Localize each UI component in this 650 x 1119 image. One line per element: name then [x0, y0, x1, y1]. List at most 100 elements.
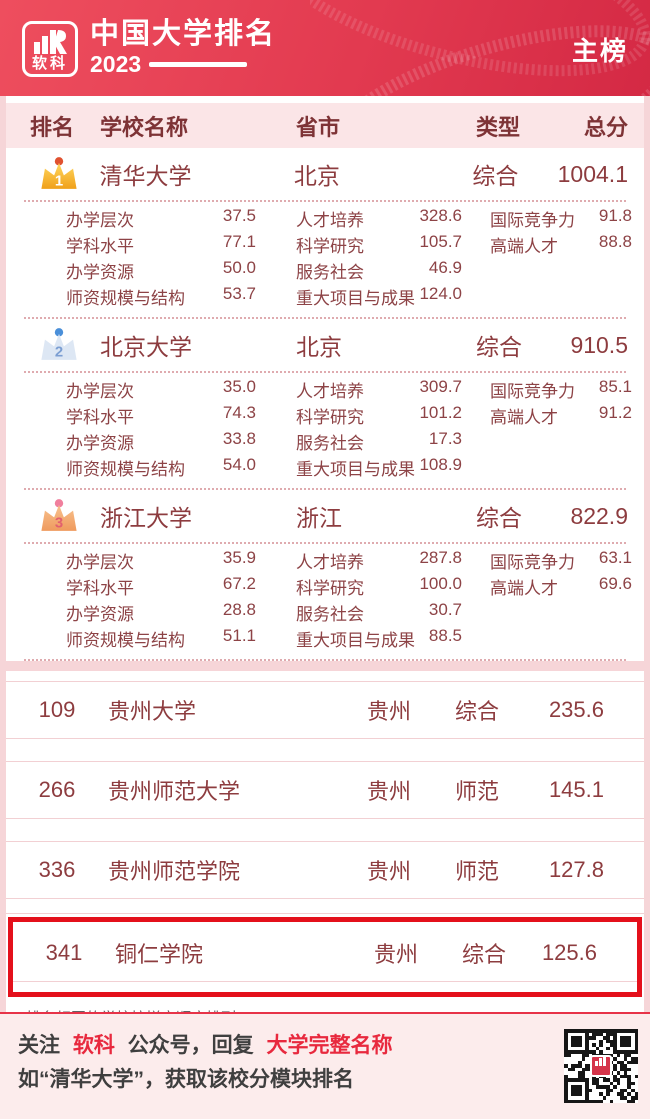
page-title: 中国大学排名	[90, 18, 277, 50]
metric-value: 50.0	[222, 257, 256, 277]
svg-text:3: 3	[55, 516, 63, 532]
metric-value: 74.3	[222, 402, 256, 422]
row-score: 127.8	[548, 857, 604, 882]
ranking-year: 2023	[90, 51, 142, 77]
highlight-annotation-box: 341 铜仁学院 贵州 综合 125.6	[8, 917, 642, 997]
col-header-score: 总分	[583, 114, 628, 140]
metric-value: 28.8	[222, 599, 256, 619]
metric-label: 师资规模与结构	[66, 459, 185, 479]
metric-label: 科学研究	[296, 236, 364, 256]
metric-value: 77.1	[222, 231, 256, 251]
table-row: 266 贵州师范大学 贵州 师范 145.1	[6, 761, 644, 819]
row-rank: 336	[38, 857, 76, 882]
metric-label: 重大项目与成果	[296, 630, 415, 650]
brand-logo: 软科 中国大学排名 2023	[22, 19, 276, 78]
col-header-province: 省市	[296, 114, 341, 140]
row-province: 贵州	[367, 699, 412, 724]
row-type: 综合	[455, 699, 500, 724]
row-score: 125.6	[541, 939, 597, 965]
gold-crown-rank1-icon: 1	[41, 157, 77, 190]
metric-label: 高端人才	[490, 578, 558, 598]
metric-value: 37.5	[222, 205, 256, 225]
row-type: 师范	[455, 779, 500, 804]
metric-value: 67.2	[222, 573, 256, 593]
ruanke-logo-icon: 软科	[22, 20, 78, 77]
metric-label: 学科水平	[66, 236, 134, 256]
ranking-entry-2: 2 北京大学 北京 综合 910.5 办学层次 35.0 人才培养 309.7 国际…	[6, 319, 644, 490]
col-header-type: 类型	[476, 114, 521, 140]
ranking-entry-3: 3 浙江大学 浙江 综合 822.9 办学层次 35.9 人才培养 287.8 国际…	[6, 490, 644, 661]
metric-label: 人才培养	[296, 381, 364, 401]
metric-label: 办学资源	[66, 433, 134, 453]
metric-value: 105.7	[419, 231, 462, 251]
logo-brand-text: 软科	[31, 54, 68, 72]
metric-value: 309.7	[419, 376, 462, 396]
metric-breakdown: 办学层次 35.9 人才培养 287.8 国际竞争力 63.1 学科水平 67.2 科学…	[6, 544, 644, 659]
school-type: 综合	[476, 334, 522, 360]
row-school: 铜仁学院	[115, 941, 204, 967]
row-rank: 266	[38, 777, 76, 802]
metric-value: 328.6	[419, 205, 462, 225]
metric-breakdown: 办学层次 37.5 人才培养 328.6 国际竞争力 91.8 学科水平 77.1 科学…	[6, 202, 644, 317]
metric-value: 33.8	[222, 428, 256, 448]
school-name: 浙江大学	[100, 505, 192, 531]
metric-value: 54.0	[222, 454, 256, 474]
metric-label: 服务社会	[296, 604, 364, 624]
metric-label: 高端人才	[490, 236, 558, 256]
metric-label: 办学资源	[66, 262, 134, 282]
row-type: 综合	[462, 941, 507, 967]
metric-value: 91.8	[598, 205, 632, 225]
metric-label: 人才培养	[296, 210, 364, 230]
row-school: 贵州师范学院	[108, 859, 241, 884]
school-name: 清华大学	[99, 163, 192, 189]
metric-value: 124.0	[419, 283, 462, 303]
metric-value: 100.0	[419, 573, 462, 593]
metric-label: 服务社会	[296, 262, 364, 282]
dotted-divider	[24, 371, 626, 373]
metric-label: 科学研究	[296, 407, 364, 427]
metric-label: 学科水平	[66, 407, 134, 427]
metric-value: 85.1	[598, 376, 632, 396]
school-province: 北京	[296, 334, 342, 360]
qr-code	[564, 1029, 638, 1103]
school-name: 北京大学	[100, 334, 192, 360]
metric-label: 重大项目与成果	[296, 459, 415, 479]
dotted-divider	[24, 542, 626, 544]
top3-table-card: 排名 学校名称 省市 类型 总分 1 清华大学 北京	[6, 96, 644, 661]
school-score: 822.9	[570, 502, 628, 529]
metric-label: 国际竞争力	[490, 552, 575, 572]
metric-value: 88.8	[598, 231, 632, 251]
metric-value: 51.1	[222, 625, 256, 645]
school-type: 综合	[472, 163, 519, 189]
school-score: 1004.1	[557, 160, 628, 187]
qr-center-logo-icon	[590, 1055, 612, 1077]
share-footer: 关注 软科 公众号，回复 大学完整名称 如“清华大学”，获取该校分模块排名	[0, 1012, 650, 1119]
metric-value: 17.3	[428, 428, 462, 448]
metric-value: 287.8	[419, 547, 462, 567]
metric-value: 30.7	[428, 599, 462, 619]
metric-label: 办学资源	[66, 604, 134, 624]
metric-label: 师资规模与结构	[66, 288, 185, 308]
metric-label: 科学研究	[296, 578, 364, 598]
metric-label: 重大项目与成果	[296, 288, 415, 308]
table-row-highlighted: 341 铜仁学院 贵州 综合 125.6	[13, 924, 637, 982]
col-header-school: 学校名称	[100, 114, 189, 140]
metric-label: 师资规模与结构	[66, 630, 185, 650]
bronze-crown-rank3-icon: 3	[41, 499, 77, 532]
metric-label: 办学层次	[66, 552, 134, 572]
svg-text:1: 1	[55, 174, 63, 190]
footer-line-1: 关注 软科 公众号，回复 大学完整名称	[18, 1029, 550, 1063]
row-divider	[6, 913, 644, 914]
silver-crown-rank2-icon: 2	[41, 328, 77, 361]
bar-chart-logo-icon	[34, 29, 67, 54]
metric-value: 53.7	[222, 283, 256, 303]
row-score: 235.6	[548, 697, 604, 722]
row-province: 贵州	[367, 859, 412, 884]
row-rank: 109	[38, 697, 76, 722]
metric-label: 学科水平	[66, 578, 134, 598]
metric-value: 108.9	[419, 454, 462, 474]
metric-label: 高端人才	[490, 407, 558, 427]
footer-line-2: 如“清华大学”，获取该校分模块排名	[18, 1068, 354, 1091]
metric-breakdown: 办学层次 35.0 人才培养 309.7 国际竞争力 85.1 学科水平 74.3 科学…	[6, 373, 644, 488]
row-score: 145.1	[548, 777, 604, 802]
